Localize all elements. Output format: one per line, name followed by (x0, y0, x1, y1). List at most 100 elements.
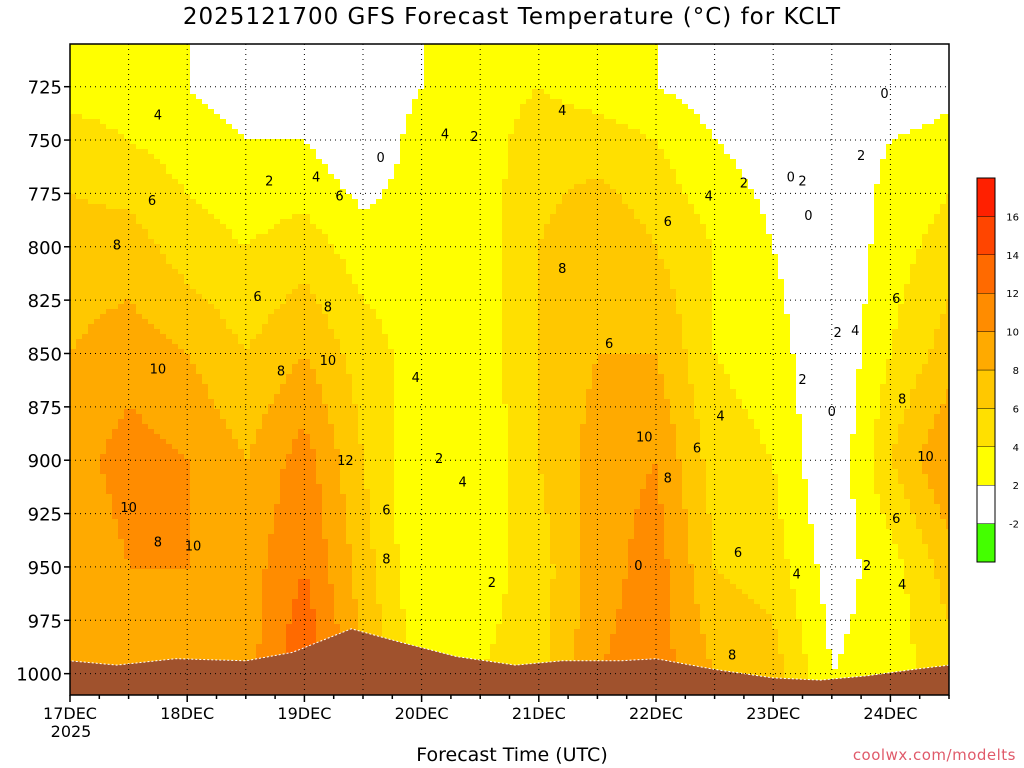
temperature-cell (148, 219, 155, 225)
temperature-cell (214, 334, 221, 340)
temperature-cell (208, 269, 215, 275)
temperature-cell (280, 569, 287, 575)
temperature-cell (196, 354, 203, 360)
temperature-cell (214, 424, 221, 430)
temperature-cell (124, 44, 131, 50)
temperature-cell (94, 404, 101, 410)
temperature-cell (178, 189, 185, 195)
temperature-cell (136, 594, 143, 600)
temperature-cell (274, 549, 281, 555)
temperature-cell (76, 424, 83, 430)
temperature-cell (82, 354, 89, 360)
temperature-cell (160, 259, 167, 265)
temperature-cell (292, 484, 299, 490)
temperature-cell (292, 519, 299, 525)
temperature-cell (238, 224, 245, 230)
temperature-cell (154, 244, 161, 250)
temperature-cell (130, 309, 137, 315)
temperature-cell (196, 199, 203, 205)
temperature-cell (202, 419, 209, 425)
temperature-cell (208, 104, 215, 110)
temperature-cell (130, 564, 137, 570)
temperature-cell (184, 164, 191, 170)
temperature-cell (100, 109, 107, 115)
temperature-cell (130, 354, 137, 360)
temperature-cell (184, 304, 191, 310)
temperature-cell (226, 404, 233, 410)
temperature-cell (202, 439, 209, 445)
temperature-cell (70, 564, 77, 570)
temperature-cell (286, 544, 293, 550)
temperature-cell (280, 414, 287, 420)
temperature-cell (94, 74, 101, 80)
temperature-cell (82, 159, 89, 165)
temperature-cell (70, 504, 77, 510)
temperature-cell (130, 214, 137, 220)
temperature-cell (292, 224, 299, 230)
temperature-cell (106, 134, 113, 140)
temperature-cell (226, 259, 233, 265)
temperature-cell (262, 394, 269, 400)
temperature-cell (106, 349, 113, 355)
temperature-cell (262, 454, 269, 460)
temperature-cell (286, 174, 293, 180)
temperature-cell (256, 469, 263, 475)
temperature-cell (166, 69, 173, 75)
temperature-cell (286, 469, 293, 475)
temperature-cell (178, 324, 185, 330)
temperature-cell (196, 434, 203, 440)
temperature-cell (178, 289, 185, 295)
temperature-cell (280, 279, 287, 285)
temperature-cell (154, 274, 161, 280)
temperature-cell (112, 444, 119, 450)
temperature-cell (88, 454, 95, 460)
temperature-cell (190, 424, 197, 430)
temperature-cell (106, 564, 113, 570)
temperature-cell (202, 609, 209, 615)
temperature-cell (166, 569, 173, 575)
temperature-cell (274, 524, 281, 530)
temperature-cell (220, 624, 227, 630)
temperature-cell (214, 409, 221, 415)
temperature-cell (136, 154, 143, 160)
temperature-cell (136, 639, 143, 645)
temperature-cell (292, 344, 299, 350)
temperature-cell (208, 304, 215, 310)
temperature-cell (220, 139, 227, 145)
temperature-cell (172, 514, 179, 520)
temperature-cell (130, 244, 137, 250)
temperature-cell (76, 544, 83, 550)
temperature-cell (292, 479, 299, 485)
temperature-cell (250, 304, 257, 310)
temperature-cell (160, 554, 167, 560)
temperature-cell (202, 269, 209, 275)
temperature-cell (196, 274, 203, 280)
temperature-cell (76, 334, 83, 340)
temperature-cell (190, 479, 197, 485)
temperature-cell (286, 249, 293, 255)
temperature-cell (166, 79, 173, 85)
temperature-cell (124, 524, 131, 530)
temperature-cell (214, 534, 221, 540)
temperature-cell (238, 349, 245, 355)
temperature-cell (112, 314, 119, 320)
temperature-cell (76, 209, 83, 215)
temperature-cell (82, 384, 89, 390)
temperature-cell (148, 274, 155, 280)
temperature-cell (196, 359, 203, 365)
temperature-cell (208, 99, 215, 105)
temperature-cell (112, 124, 119, 130)
temperature-cell (172, 94, 179, 100)
temperature-cell (280, 479, 287, 485)
temperature-cell (100, 364, 107, 370)
temperature-cell (292, 254, 299, 260)
temperature-cell (226, 234, 233, 240)
temperature-cell (106, 434, 113, 440)
temperature-cell (208, 404, 215, 410)
temperature-cell (118, 259, 125, 265)
temperature-cell (148, 404, 155, 410)
temperature-cell (190, 399, 197, 405)
temperature-cell (88, 429, 95, 435)
temperature-cell (286, 374, 293, 380)
temperature-cell (208, 299, 215, 305)
